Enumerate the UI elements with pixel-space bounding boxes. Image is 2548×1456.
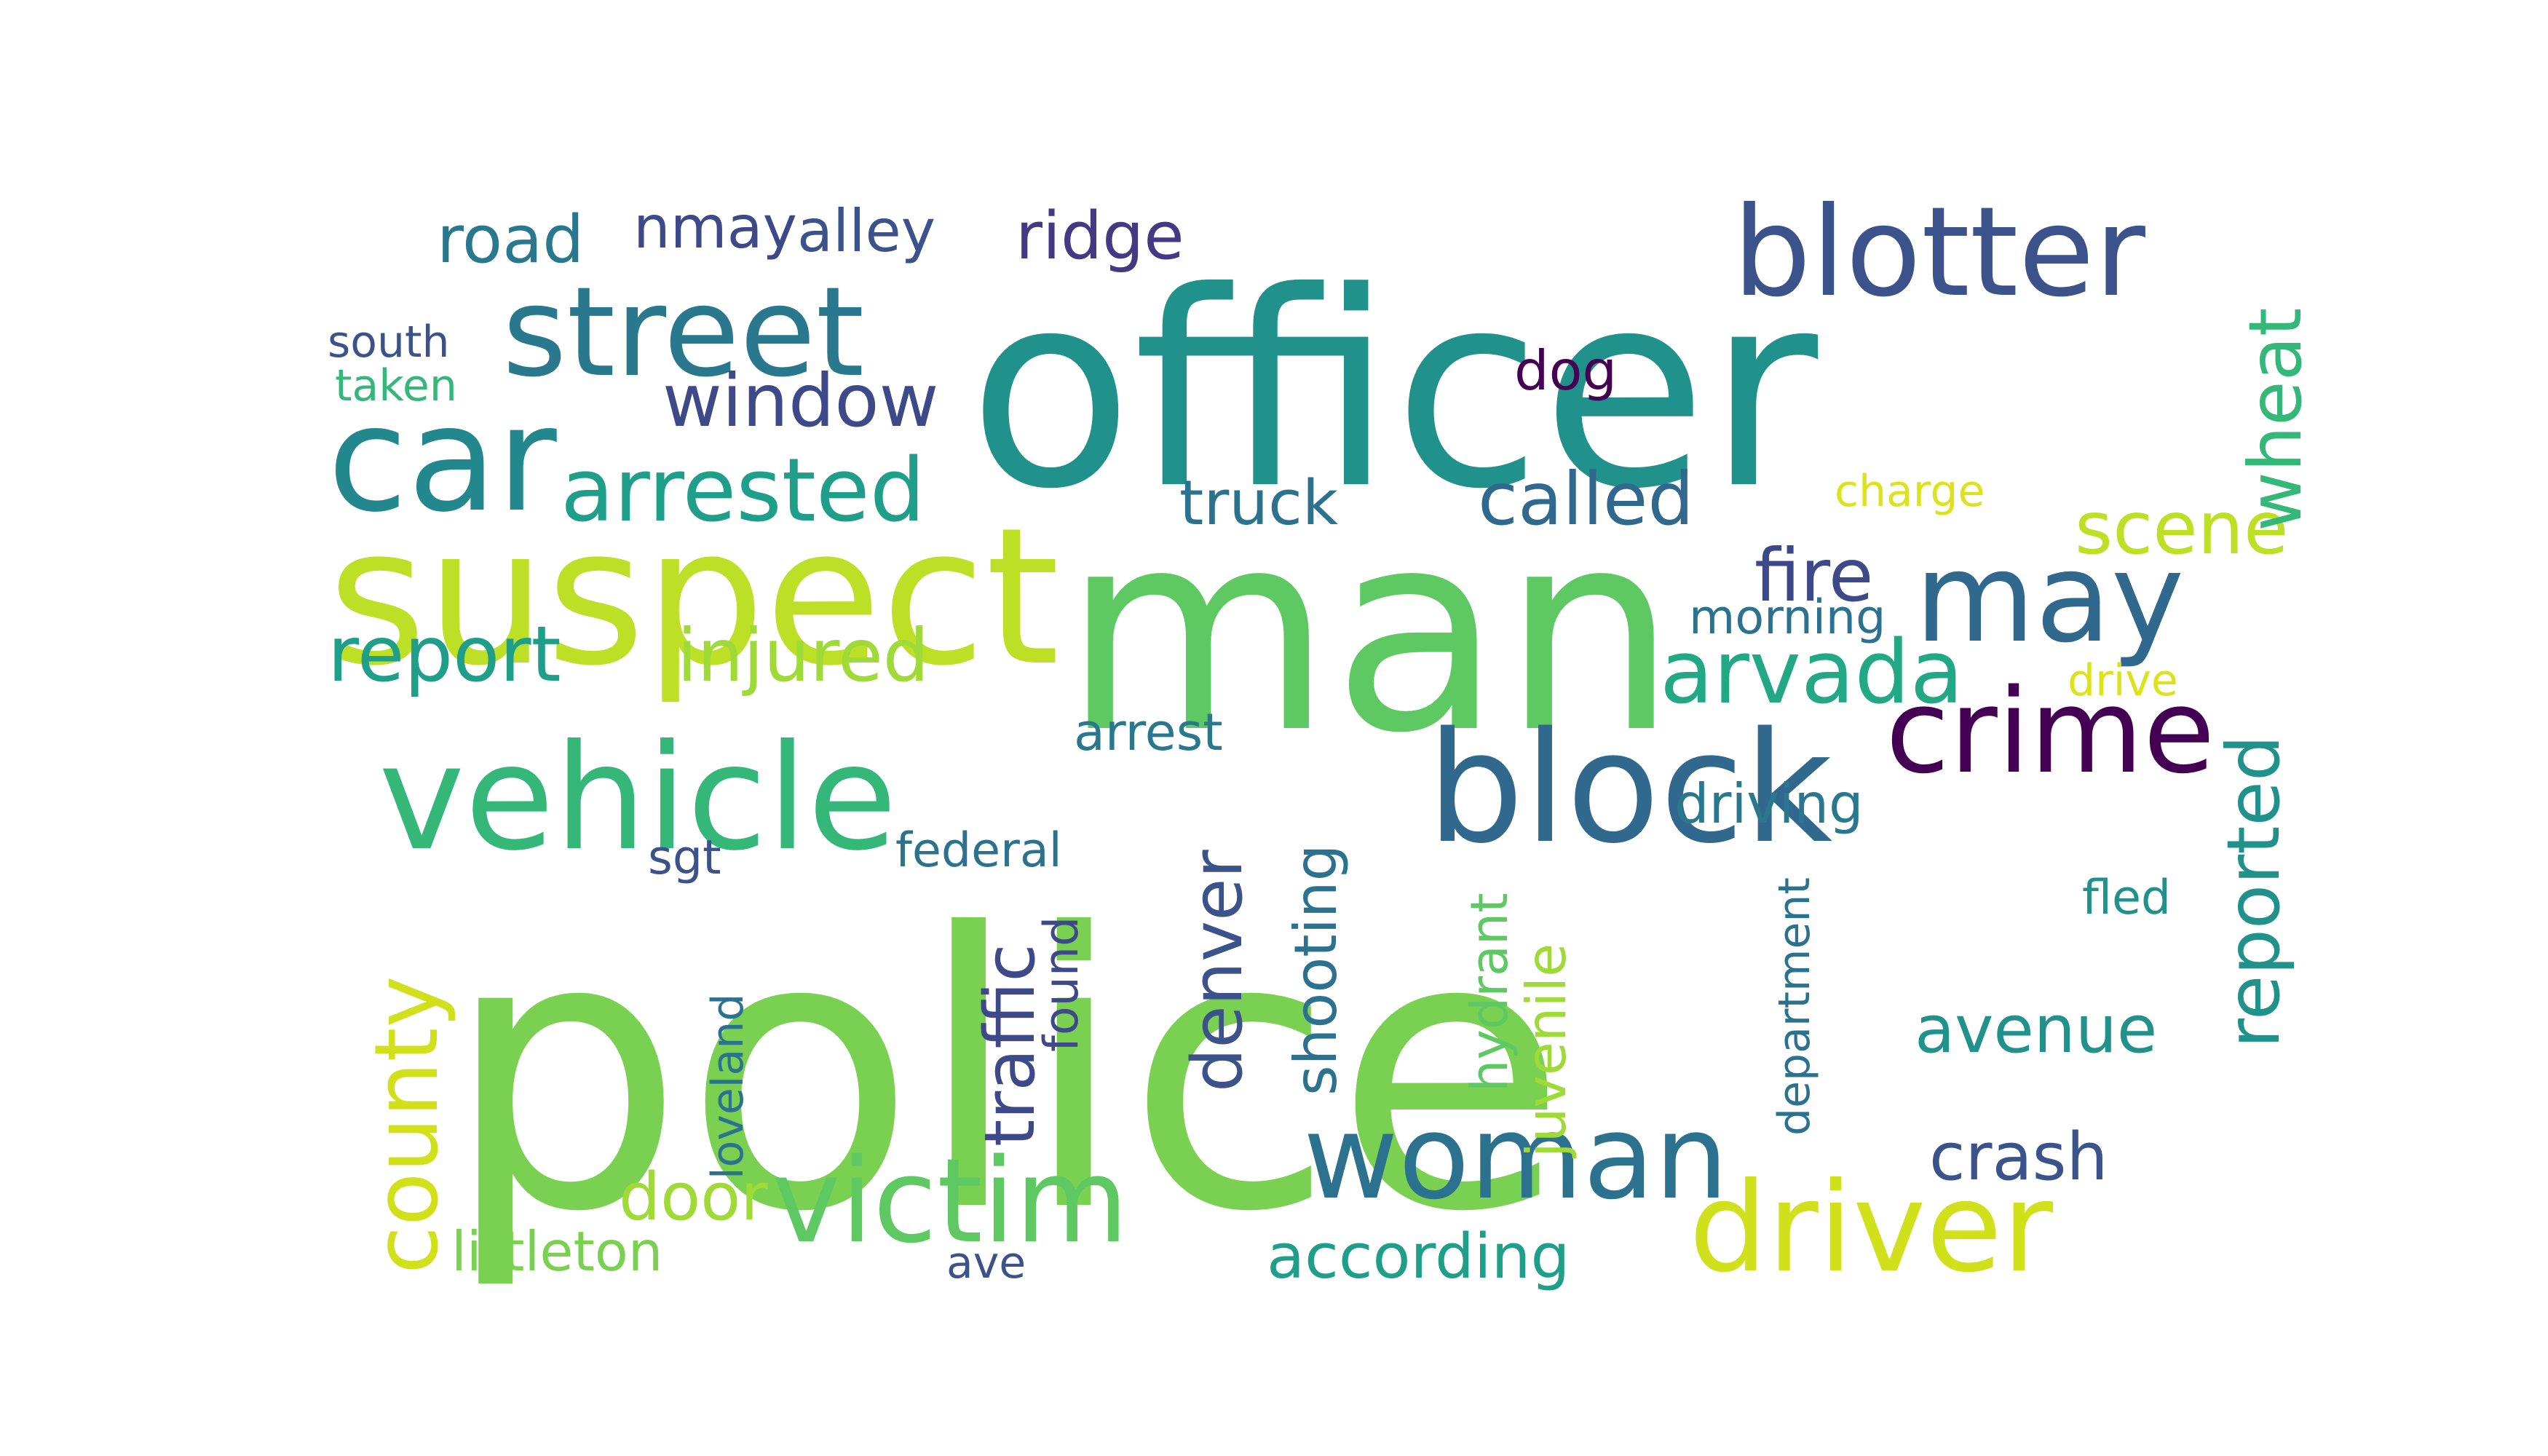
word: reported [2211, 735, 2296, 1048]
word: alley [797, 197, 935, 265]
word: traffic [970, 943, 1051, 1147]
word: road [437, 202, 584, 278]
word: drive [2068, 655, 2178, 706]
word: juvenile [1514, 943, 1578, 1159]
word: dog [1514, 339, 1617, 403]
word: denver [1178, 849, 1258, 1092]
word: block [1427, 699, 1832, 877]
word: blotter [1733, 181, 2145, 325]
word: hydrant [1460, 893, 1519, 1092]
word: morning [1689, 590, 1886, 645]
word: injured [677, 613, 929, 698]
word: taken [335, 360, 457, 411]
word: may [1915, 526, 2184, 670]
word: ridge [1016, 198, 1184, 274]
word: ave [946, 1238, 1026, 1289]
word: avenue [1915, 992, 2157, 1068]
word: federal [895, 823, 1062, 878]
word: window [662, 358, 938, 443]
word: sgt [648, 831, 721, 885]
word: arrested [561, 440, 925, 542]
word: truck [1179, 467, 1338, 539]
word: woman [1303, 1089, 1728, 1225]
word: found [1034, 917, 1089, 1052]
word: officer [968, 235, 1821, 548]
word: man [1063, 471, 1677, 794]
word: arrest [1074, 703, 1223, 762]
word: crash [1929, 1119, 2108, 1195]
word: fled [2082, 871, 2171, 925]
word: fire [1754, 533, 1873, 618]
word: county [357, 976, 458, 1274]
word: driving [1674, 772, 1864, 836]
word: called [1478, 456, 1694, 542]
word: car [328, 375, 558, 545]
word: crime [1886, 663, 2215, 799]
word: charge [1835, 466, 1985, 517]
word: door [619, 1159, 767, 1235]
word: report [328, 610, 561, 699]
word: wheat [2233, 308, 2318, 531]
word: department [1769, 877, 1820, 1136]
word: victim [772, 1133, 1128, 1269]
word: street [502, 261, 864, 405]
word: littleton [451, 1219, 662, 1283]
word: shooting [1282, 844, 1350, 1096]
word: suspect [328, 488, 1060, 708]
word: scene [2075, 486, 2289, 571]
word: arvada [1660, 622, 1963, 724]
word: police [444, 853, 1567, 1294]
word: nmay [633, 194, 797, 261]
word: accord­ing [1267, 1221, 1570, 1293]
word: south [328, 317, 450, 368]
word: driver [1689, 1156, 2053, 1300]
word: loveland [703, 994, 753, 1179]
word: vehicle [379, 713, 897, 883]
